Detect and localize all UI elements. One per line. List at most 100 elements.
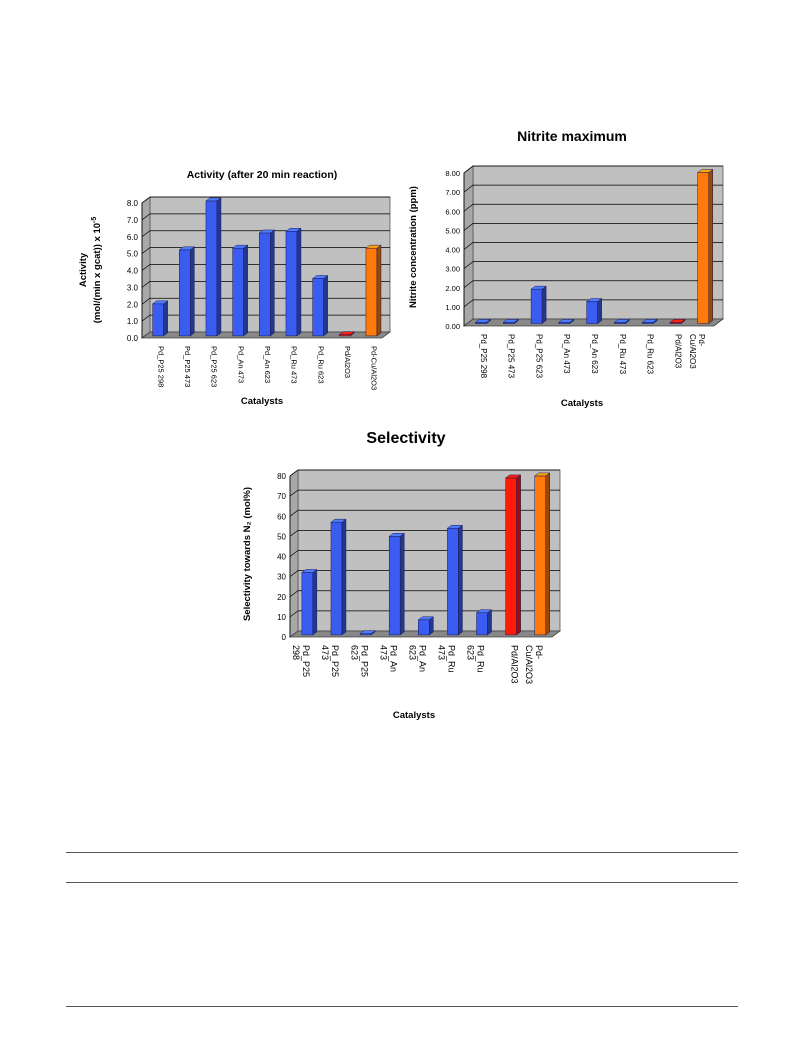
bar bbox=[285, 227, 302, 337]
y-axis-label-exp: -5 bbox=[91, 217, 98, 223]
x-tick-label: Pd_P25298 bbox=[291, 645, 311, 677]
x-tick-label: Pd/Al2O3 bbox=[673, 334, 682, 369]
x-tick-label: Pd/Al2O3 bbox=[343, 346, 352, 378]
gridline bbox=[463, 203, 723, 212]
y-tick-label: 2.0 bbox=[127, 300, 139, 309]
y-axis-label-line2: (mol/(min x gcat)) x 10 bbox=[92, 223, 103, 323]
bar bbox=[585, 298, 603, 325]
gridline bbox=[289, 550, 560, 557]
x-axis-label: Catalysts bbox=[241, 396, 283, 407]
x-tick-label: Pd_Ru623 bbox=[466, 645, 486, 673]
x-tick-label: Pd/Al2O3 bbox=[509, 645, 519, 684]
bar bbox=[558, 318, 575, 325]
gridline bbox=[289, 570, 560, 577]
y-tick-label: 8.0 bbox=[127, 199, 139, 208]
gridline bbox=[141, 297, 390, 305]
x-tick-label: Pd_An 473 bbox=[562, 334, 571, 374]
gridline bbox=[463, 261, 723, 269]
y-tick-label: 6.00 bbox=[445, 207, 460, 216]
gridline bbox=[141, 196, 390, 204]
horizontal-rule-3 bbox=[66, 1006, 738, 1007]
bar bbox=[338, 331, 356, 337]
bar bbox=[365, 244, 382, 337]
gridline bbox=[289, 530, 560, 537]
y-tick-label: 10 bbox=[277, 613, 286, 622]
x-tick-label: Pd_Ru 623 bbox=[646, 334, 655, 375]
x-tick-label: Pd_An623 bbox=[408, 645, 428, 672]
x-tick-label: Pd-Cu/Al2O3 bbox=[688, 334, 706, 369]
bar bbox=[178, 246, 196, 337]
bar bbox=[504, 474, 522, 636]
y-tick-label: 2.00 bbox=[445, 284, 460, 293]
x-tick-label: Pd_P25473 bbox=[320, 645, 340, 677]
y-tick-label: 0 bbox=[282, 633, 287, 642]
y-tick-label: 0.00 bbox=[445, 322, 460, 331]
bar bbox=[641, 318, 658, 325]
bar bbox=[359, 630, 376, 636]
x-tick-label: Pd_An 473 bbox=[236, 346, 245, 383]
bar bbox=[311, 275, 329, 337]
bar bbox=[669, 318, 686, 325]
x-tick-label: Pd_P25 623 bbox=[534, 334, 543, 379]
activity-chart: Activity (after 20 min reaction) Activit… bbox=[78, 169, 392, 407]
y-axis-label-line1: Activity bbox=[78, 252, 89, 287]
horizontal-rule-1 bbox=[66, 852, 738, 853]
bar bbox=[533, 472, 551, 636]
y-tick-label: 80 bbox=[277, 472, 286, 481]
y-tick-label: 60 bbox=[277, 512, 286, 521]
bar bbox=[258, 229, 276, 337]
gridline bbox=[141, 230, 390, 238]
nitrite-chart: Nitrite maximum Nitrite concentration (p… bbox=[408, 128, 725, 409]
gridline bbox=[463, 184, 723, 193]
y-tick-label: 20 bbox=[277, 593, 286, 602]
x-tick-label: Pd_An473 bbox=[378, 645, 398, 672]
x-tick-label: Pd_Ru 623 bbox=[316, 346, 325, 384]
chart-title: Selectivity bbox=[366, 430, 445, 447]
y-tick-label: 0.0 bbox=[127, 334, 139, 343]
x-tick-label: Pd_P25 623 bbox=[210, 346, 219, 387]
y-tick-label: 70 bbox=[277, 492, 286, 501]
gridline bbox=[289, 489, 560, 497]
bar bbox=[502, 318, 520, 325]
selectivity-chart: Selectivity Selectivity towards N₂ (mol%… bbox=[242, 430, 562, 721]
y-tick-label: 1.00 bbox=[445, 303, 460, 312]
gridline bbox=[463, 165, 723, 174]
gridline bbox=[463, 223, 723, 231]
y-tick-label: 3.00 bbox=[445, 265, 460, 274]
bar bbox=[330, 518, 347, 636]
bar bbox=[697, 168, 714, 325]
chart-title: Activity (after 20 min reaction) bbox=[187, 169, 338, 181]
y-tick-label: 7.00 bbox=[445, 188, 460, 197]
gridline bbox=[289, 509, 560, 517]
y-tick-label: 4.00 bbox=[445, 246, 460, 255]
gridline bbox=[289, 590, 560, 598]
y-tick-label: 4.0 bbox=[127, 267, 139, 276]
x-tick-label: Pd_Ru473 bbox=[437, 645, 457, 673]
y-axis-label: Activity bbox=[78, 252, 89, 287]
gridline bbox=[141, 247, 390, 254]
y-axis-label: Selectivity towards N₂ (mol%) bbox=[242, 487, 253, 621]
x-tick-label: Pd_Ru 473 bbox=[290, 346, 299, 384]
y-tick-label: 1.0 bbox=[127, 317, 139, 326]
gridline bbox=[463, 242, 723, 250]
bar bbox=[231, 244, 249, 337]
x-tick-label: Pd_P25 473 bbox=[183, 346, 192, 387]
bar bbox=[388, 532, 405, 636]
chart-title: Nitrite maximum bbox=[517, 128, 627, 144]
y-tick-label: 6.0 bbox=[127, 233, 139, 242]
x-tick-label: Pd_P25623 bbox=[349, 645, 369, 677]
horizontal-rule-2 bbox=[66, 882, 738, 883]
bar bbox=[475, 609, 493, 636]
bar bbox=[530, 285, 547, 325]
y-tick-label: 8.00 bbox=[445, 169, 460, 178]
bar bbox=[613, 318, 631, 325]
x-axis-label: Catalysts bbox=[561, 398, 603, 409]
y-axis-label: Nitrite concentration (ppm) bbox=[408, 186, 419, 308]
bar bbox=[446, 524, 464, 636]
gridline bbox=[141, 264, 390, 271]
gridline bbox=[141, 213, 390, 221]
y-tick-label: 50 bbox=[277, 532, 286, 541]
gridline bbox=[463, 280, 723, 289]
y-tick-label: 5.0 bbox=[127, 250, 139, 259]
y-tick-label: 5.00 bbox=[445, 226, 460, 235]
